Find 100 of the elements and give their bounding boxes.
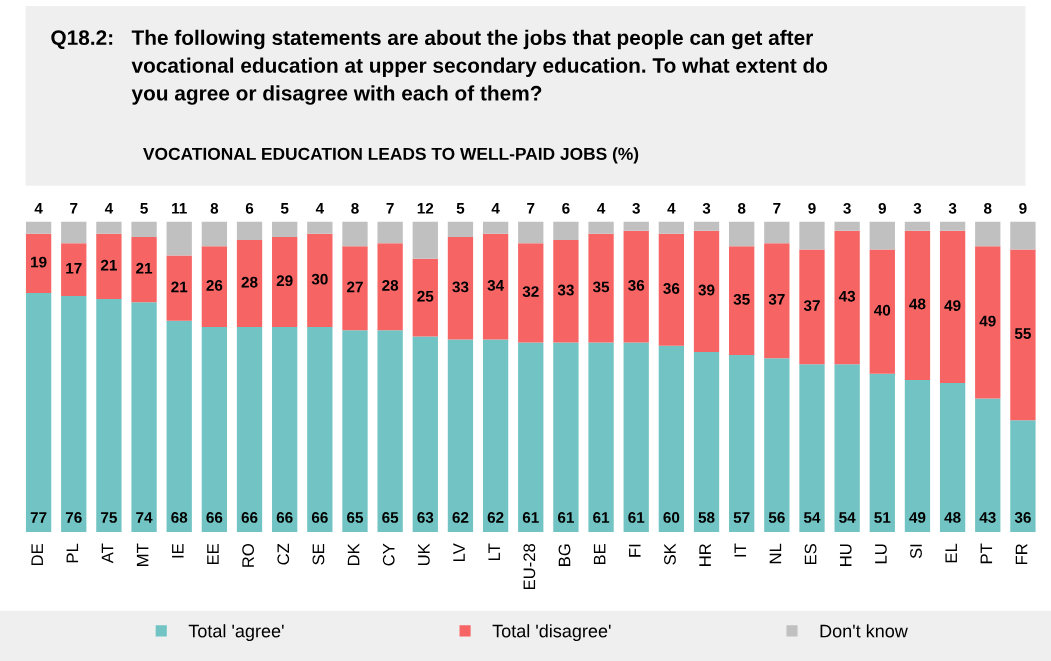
data-label: 56 <box>768 512 785 523</box>
x-tick-label: ES <box>804 543 817 565</box>
bar <box>799 364 825 533</box>
x-tick-label: PT <box>980 543 993 564</box>
bar <box>482 339 509 533</box>
bar <box>799 249 825 365</box>
bar <box>96 233 122 300</box>
data-label: 49 <box>944 300 961 311</box>
data-label: 5 <box>140 203 148 214</box>
data-label: 4 <box>597 203 606 214</box>
x-tick-label: SK <box>664 543 676 565</box>
data-label: 21 <box>136 262 153 274</box>
bar <box>518 243 544 343</box>
bar <box>272 327 298 533</box>
bar <box>553 342 579 533</box>
data-label: 35 <box>733 293 750 305</box>
bar <box>869 249 895 374</box>
bar <box>975 398 1001 533</box>
x-tick-label: UK <box>418 543 430 566</box>
bar <box>623 221 649 231</box>
data-label: 11 <box>172 203 187 214</box>
bar <box>658 221 685 234</box>
bar <box>975 246 1001 399</box>
data-label: 66 <box>206 512 223 523</box>
bar <box>553 240 579 343</box>
bar <box>201 221 228 247</box>
bar <box>272 221 298 237</box>
data-label: 54 <box>803 512 821 523</box>
data-label: 7 <box>527 203 535 214</box>
data-label: 3 <box>843 202 851 214</box>
x-tick-label: CZ <box>277 543 290 565</box>
bar <box>834 230 860 365</box>
data-label: 29 <box>276 275 293 287</box>
bar <box>904 221 931 231</box>
data-label: 21 <box>171 281 188 293</box>
bar <box>482 221 509 234</box>
bar <box>342 330 368 533</box>
data-label: 43 <box>979 512 996 523</box>
bar <box>693 221 720 231</box>
data-label: 65 <box>347 512 364 523</box>
bar <box>96 221 122 234</box>
data-label: 35 <box>592 281 610 293</box>
x-tick-label: SI <box>910 544 922 559</box>
data-label: 77 <box>30 512 47 523</box>
bar <box>588 342 614 533</box>
bar <box>904 379 931 533</box>
bar <box>658 233 685 346</box>
data-label: 51 <box>874 512 891 523</box>
data-label: 8 <box>351 202 359 214</box>
bar <box>658 345 685 533</box>
data-label: 9 <box>808 202 816 214</box>
bar <box>447 339 474 533</box>
data-label: 4 <box>667 203 676 214</box>
bar <box>975 221 1001 247</box>
data-label: 61 <box>522 512 539 523</box>
bar <box>588 221 614 234</box>
x-tick-label: FI <box>629 544 641 557</box>
x-tick-label: BE <box>593 543 606 565</box>
x-tick-label: NL <box>769 543 782 564</box>
bar <box>25 221 52 234</box>
bar <box>412 336 438 533</box>
data-label: 37 <box>768 293 785 305</box>
data-label: 48 <box>909 298 926 310</box>
bar <box>588 233 614 343</box>
bar <box>729 355 755 533</box>
data-label: 40 <box>874 304 891 316</box>
bar <box>869 373 895 533</box>
data-label: 7 <box>70 203 78 214</box>
bar <box>342 221 368 247</box>
bar <box>201 327 228 533</box>
x-tick-label: MT <box>136 543 149 566</box>
data-label: 34 <box>487 279 505 291</box>
bar <box>166 221 192 256</box>
data-label: 8 <box>737 202 746 214</box>
bar <box>377 221 403 244</box>
x-tick-label: DE <box>31 543 43 565</box>
x-tick-label: EU-28 <box>523 543 536 590</box>
data-label: 76 <box>65 512 82 523</box>
legend-label: Total 'agree' <box>188 624 284 641</box>
bar <box>482 233 509 340</box>
bar <box>61 221 87 244</box>
data-label: 28 <box>241 276 258 288</box>
data-label: 66 <box>241 512 258 523</box>
x-tick-label: LT <box>488 543 500 561</box>
data-label: 60 <box>663 512 680 523</box>
data-label: 68 <box>171 512 188 523</box>
data-label: 61 <box>557 512 574 523</box>
data-label: 8 <box>210 202 219 214</box>
bar <box>764 243 790 359</box>
legend-label: Total 'disagree' <box>492 624 611 641</box>
data-label: 4 <box>104 203 114 214</box>
data-label: 43 <box>838 290 856 302</box>
chart-title: Q18.2: The following statements are about the jobs that people can get after vocational education at upper secondary education. To what extent do you agree or disagree with each of them? <box>51 29 828 105</box>
bar <box>307 233 333 328</box>
bar <box>1010 420 1036 533</box>
x-tick-label: IE <box>172 543 184 558</box>
bar <box>166 320 192 533</box>
bar <box>131 302 157 533</box>
bar <box>939 230 966 383</box>
data-label: 36 <box>1014 512 1031 523</box>
